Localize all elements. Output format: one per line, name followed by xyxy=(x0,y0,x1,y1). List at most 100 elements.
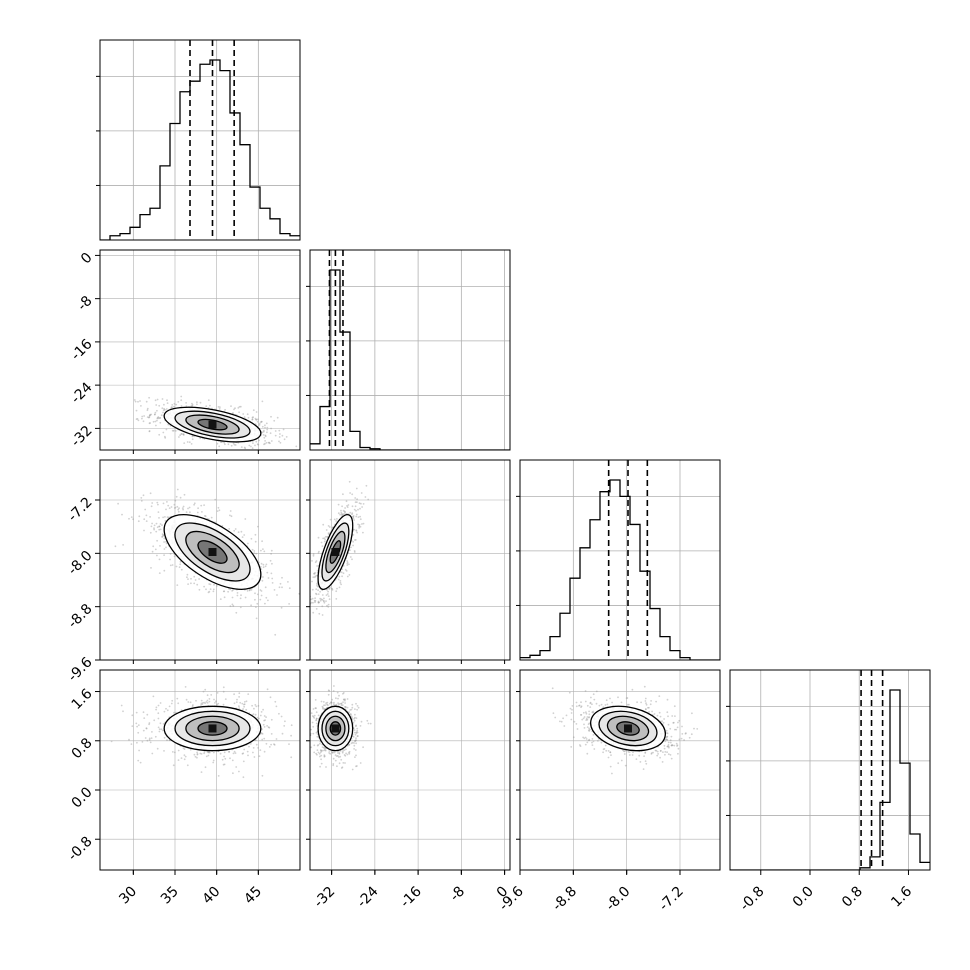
sample-point xyxy=(253,707,255,710)
sample-point xyxy=(212,590,215,593)
histogram-step-2 xyxy=(520,479,720,660)
sample-point xyxy=(350,742,353,745)
sample-point xyxy=(257,705,260,707)
sample-point xyxy=(554,716,557,719)
sample-point xyxy=(196,753,199,755)
sample-point xyxy=(358,502,361,505)
sample-point xyxy=(351,505,354,508)
sample-point xyxy=(317,751,320,754)
sample-point xyxy=(342,509,345,512)
sample-point xyxy=(315,719,318,721)
sample-point xyxy=(260,590,263,592)
sample-point xyxy=(340,702,343,705)
sample-point xyxy=(354,708,356,710)
sample-point xyxy=(178,566,181,569)
sample-point xyxy=(221,758,224,761)
sample-point xyxy=(267,441,270,444)
sample-point xyxy=(176,584,179,586)
sample-point xyxy=(265,422,268,425)
sample-point xyxy=(320,758,322,761)
sample-point xyxy=(189,701,192,704)
sample-point xyxy=(591,741,593,744)
sample-point xyxy=(234,407,236,410)
sample-point xyxy=(224,408,227,411)
sample-point xyxy=(323,754,326,756)
sample-point xyxy=(246,750,249,753)
sample-point xyxy=(180,405,183,407)
sample-point xyxy=(137,724,140,726)
sample-point xyxy=(617,696,619,699)
sample-point xyxy=(260,562,263,565)
sample-point xyxy=(161,535,164,538)
sample-point xyxy=(312,601,314,604)
sample-point xyxy=(224,757,227,760)
sample-point xyxy=(234,528,237,530)
sample-point xyxy=(341,704,344,706)
sample-point xyxy=(374,456,376,458)
sample-point xyxy=(255,440,258,443)
sample-point xyxy=(354,756,356,758)
sample-point xyxy=(585,712,588,715)
sample-point xyxy=(341,575,343,578)
sample-point xyxy=(667,745,670,748)
sample-point xyxy=(337,503,340,506)
sample-point xyxy=(352,516,354,518)
sample-point xyxy=(265,596,268,599)
sample-point xyxy=(146,739,149,742)
sample-point xyxy=(660,749,662,752)
sample-point xyxy=(193,503,196,506)
sample-point xyxy=(342,692,344,695)
sample-point xyxy=(336,765,338,768)
sample-point xyxy=(359,515,361,518)
sample-point xyxy=(158,528,161,531)
sample-point xyxy=(144,737,147,739)
sample-point xyxy=(173,555,176,558)
sample-point xyxy=(351,493,354,496)
sample-point xyxy=(191,402,193,405)
sample-point xyxy=(666,735,669,738)
sample-point xyxy=(151,752,154,755)
sample-point xyxy=(137,419,140,422)
sample-point xyxy=(273,589,276,591)
sample-point xyxy=(352,544,354,547)
sample-point xyxy=(262,563,265,566)
sample-point xyxy=(592,710,595,713)
sample-point xyxy=(316,744,319,747)
sample-point xyxy=(157,417,160,420)
sample-point xyxy=(252,416,255,418)
sample-point xyxy=(157,511,160,513)
sample-point xyxy=(337,578,340,581)
sample-point xyxy=(235,701,238,703)
sample-point xyxy=(589,701,592,704)
sample-point xyxy=(324,747,327,750)
sample-point xyxy=(242,413,245,415)
sample-point xyxy=(322,707,324,710)
hist-panel-0 xyxy=(96,39,301,241)
sample-point xyxy=(365,484,368,487)
sample-point xyxy=(346,560,349,562)
sample-point xyxy=(177,759,180,761)
sample-point xyxy=(262,723,265,726)
sample-point xyxy=(222,686,225,689)
sample-point xyxy=(353,717,356,720)
sample-point xyxy=(684,732,687,735)
sample-point xyxy=(657,753,659,755)
sample-point xyxy=(337,512,340,515)
sample-point xyxy=(260,594,263,597)
sample-point xyxy=(243,701,246,703)
sample-point xyxy=(323,537,326,540)
sample-point xyxy=(143,529,145,532)
sample-point xyxy=(239,405,242,408)
sample-point xyxy=(192,704,194,706)
sample-point xyxy=(330,701,333,704)
sample-point xyxy=(242,760,245,763)
sample-point xyxy=(179,434,182,437)
sample-point xyxy=(222,590,225,593)
sample-point xyxy=(142,729,145,732)
sample-point xyxy=(333,518,336,521)
sample-point xyxy=(261,425,264,428)
sample-point xyxy=(231,590,234,592)
sample-point xyxy=(306,745,308,747)
sample-point xyxy=(354,716,356,719)
sample-point xyxy=(663,718,665,720)
